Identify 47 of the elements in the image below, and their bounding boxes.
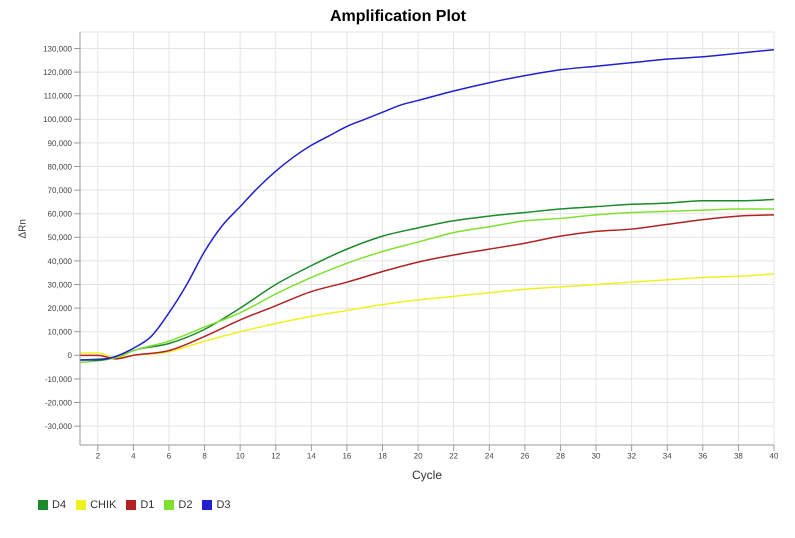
y-tick-label: 80,000 xyxy=(48,162,73,172)
legend-label: D4 xyxy=(52,499,66,511)
y-tick-label: -10,000 xyxy=(44,374,73,384)
y-tick-label: -30,000 xyxy=(44,422,73,431)
y-tick-label: 60,000 xyxy=(48,210,73,219)
x-tick-label: 40 xyxy=(770,452,779,461)
y-tick-label: 130,000 xyxy=(43,44,73,54)
legend-label: D1 xyxy=(140,499,154,511)
y-tick-label: 120,000 xyxy=(43,68,73,77)
x-tick-label: 34 xyxy=(662,452,672,461)
x-tick-label: 26 xyxy=(520,452,530,461)
x-tick-label: 18 xyxy=(378,452,388,461)
x-tick-label: 38 xyxy=(734,452,744,461)
y-tick-label: 50,000 xyxy=(48,233,73,242)
y-tick-label: 90,000 xyxy=(48,138,73,148)
y-tick-label: -20,000 xyxy=(44,398,73,408)
x-tick-label: 28 xyxy=(556,452,566,461)
x-tick-label: 12 xyxy=(271,452,281,461)
x-tick-label: 30 xyxy=(592,452,602,461)
x-axis-title: Cycle xyxy=(412,468,442,482)
y-tick-label: 30,000 xyxy=(48,280,73,290)
y-tick-label: 100,000 xyxy=(43,115,73,124)
x-tick-label: 22 xyxy=(449,452,459,461)
y-tick-label: 110,000 xyxy=(44,92,73,101)
legend-label: D3 xyxy=(216,499,231,511)
x-tick-label: 6 xyxy=(166,452,172,461)
x-tick-label: 4 xyxy=(131,452,136,461)
y-tick-label: 40,000 xyxy=(48,256,73,266)
y-axis-title: ΔRn xyxy=(18,219,29,238)
x-tick-label: 10 xyxy=(236,452,246,461)
line-series xyxy=(80,48,774,361)
x-tick-label: 8 xyxy=(202,452,208,461)
legend-label: D2 xyxy=(178,499,192,511)
chart-title: Amplification Plot xyxy=(329,8,467,26)
x-tick-label: 14 xyxy=(306,452,316,461)
x-tick-label: 32 xyxy=(627,452,637,461)
x-tick-label: 36 xyxy=(698,452,708,461)
y-tick-label: 20,000 xyxy=(48,304,73,313)
line-series xyxy=(80,273,774,358)
x-tick-label: 2 xyxy=(96,452,101,461)
legend-label: CHIK xyxy=(90,499,116,511)
y-tick-label: 0 xyxy=(68,351,73,360)
x-tick-label: 20 xyxy=(414,452,424,461)
x-tick-label: 16 xyxy=(342,452,352,461)
x-tick-label: 24 xyxy=(484,452,494,461)
y-tick-label: 10,000 xyxy=(48,328,73,337)
y-tick-label: 70,000 xyxy=(48,186,73,195)
